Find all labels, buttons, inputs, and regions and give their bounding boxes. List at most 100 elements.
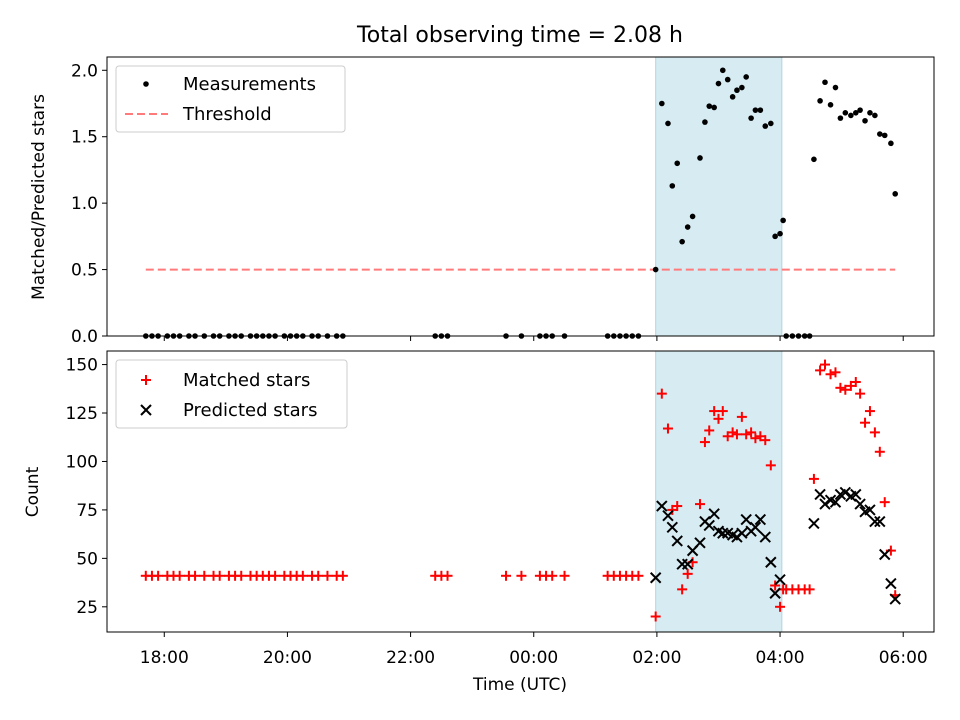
bottom-xlabel: Time (UTC) [472,675,567,695]
measurement-point-77 [822,79,828,86]
top-legend: Measurements Threshold [115,65,346,133]
predicted-star-point-17 [736,527,748,539]
predicted-star-point-42-b [889,593,901,605]
measurement-point-84 [857,107,863,113]
bottom-legend-box [115,359,348,429]
top-ylabel: Matched/Predicted stars [29,94,49,300]
measurement-point-88 [877,131,883,137]
matched-star-point-85 [860,417,871,428]
legend-predicted-x-b [140,404,152,416]
matched-star-point-35 [547,570,558,581]
predicted-star-point-34 [850,488,862,501]
legend-predicted-marker [140,404,152,416]
bottom-ytick-label-1: 50 [76,549,98,569]
predicted-star-point-32-b [839,486,852,499]
predicted-star-point-27 [814,488,826,501]
predicted-star-point-13-b [717,527,729,539]
matched-star-point-81 [840,384,851,395]
bottom-ytick-label-4: 125 [66,404,98,424]
predicted-star-point-37 [864,504,876,516]
matched-star-point-25 [322,570,333,581]
measurement-point-48 [679,238,685,245]
predicted-star-point-23-b [765,556,777,568]
matched-star-point-2 [153,570,164,581]
matched-star-point-31 [501,570,512,581]
measurement-point-68 [777,230,783,237]
predicted-star-point-1-b [656,500,668,512]
matched-star-point-51 [695,499,706,510]
predicted-star-point-24 [769,587,781,599]
legend-matched-label: Matched stars [183,370,310,391]
top-ytick-label-1: 0.5 [71,261,98,281]
measurement-point-67 [772,233,778,240]
bottom-ytick-label-5: 150 [66,356,98,376]
predicted-star-point-6 [681,558,694,570]
predicted-star-point-40-b [879,548,891,561]
predicted-star-point-29-b [824,494,837,506]
predicted-star-point-26 [808,517,820,530]
matched-star-point-66 [765,460,776,471]
measurement-point-57 [724,76,731,83]
predicted-star-point-11-b [708,508,720,520]
measurement-point-91 [892,191,899,197]
top-xtick-layer [163,336,904,341]
predicted-star-point-14-b [722,527,734,539]
matched-star-point-47 [672,501,683,512]
bottom-ytick-label-3: 100 [66,452,98,472]
predicted-star-point-21 [754,513,767,526]
measurement-point-49 [684,224,691,230]
matched-star-point-5 [174,570,185,581]
measurement-point-55 [715,80,722,87]
matched-star-point-87 [869,427,880,438]
predicted-star-point-3 [666,521,678,534]
predicted-star-point-1 [656,500,668,512]
measurement-point-50 [689,213,696,220]
measurement-point-52 [702,119,708,125]
predicted-star-point-26-b [808,517,820,530]
bottom-ytick-label-0: 25 [76,598,98,618]
matched-star-point-54 [709,406,720,417]
matched-star-point-55 [713,413,724,424]
legend-matched-marker [141,375,151,385]
measurement-point-61 [743,74,749,80]
matched-star-point-8 [199,570,210,581]
measurement-point-58 [729,94,736,100]
measurement-point-69 [780,217,786,224]
matched-star-point-18 [270,570,281,581]
matched-star-point-80 [835,382,846,393]
matched-star-point-24 [313,570,324,581]
predicted-star-point-2-b [662,510,674,522]
measurement-point-47 [674,160,681,167]
matched-star-point-77 [820,359,831,370]
measurement-point-79 [832,84,839,91]
predicted-star-point-22-b [759,531,771,543]
matched-star-point-13 [236,570,247,581]
bottom-xtick-label-2: 22:00 [386,648,435,668]
bottom-xtick-label-0: 18:00 [140,648,189,668]
matched-star-point-65 [760,435,771,446]
bottom-panel: 25 50 75 100 125 150 18:00 20:00 22:00 00:00 02:0… [23,350,935,695]
measurement-point-82 [848,112,854,119]
matched-star-point-36 [559,570,570,581]
matched-star-point-53 [704,425,715,436]
predicted-star-point-34-b [850,488,862,501]
bottom-series-layer [140,359,901,622]
predicted-star-point-28-b [819,498,831,510]
measurement-point-83 [852,110,859,116]
matched-star-point-78 [825,369,836,380]
measurement-point-86 [867,110,873,116]
bottom-ytick-label-2: 75 [76,501,98,521]
measurement-point-44 [659,100,665,107]
matched-star-point-49 [682,568,693,579]
top-title: Total observing time = 2.08 h [356,23,683,48]
matched-star-point-60 [736,411,747,422]
measurement-point-89 [881,132,888,139]
predicted-star-point-4-b [671,535,683,547]
predicted-star-point-24-b [769,587,781,599]
measurement-point-60 [739,84,745,91]
predicted-star-point-35-b [854,498,866,510]
bottom-ylabel: Count [23,466,43,517]
legend-predicted-x [140,404,152,416]
predicted-star-point-18 [740,513,752,526]
top-panel-frame [106,56,935,337]
